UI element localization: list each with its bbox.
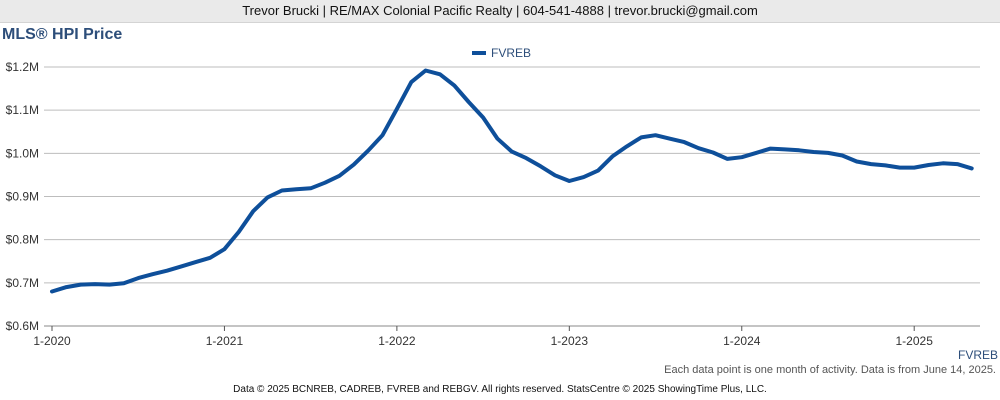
copyright-footer: Data © 2025 BCNREB, CADREB, FVREB and RE… xyxy=(233,384,767,395)
x-tick-label: 1-2021 xyxy=(206,334,244,348)
legend-label: FVREB xyxy=(491,46,532,60)
grid-lines xyxy=(44,66,980,327)
y-axis: $0.6M $0.7M $0.8M $0.9M $1.0M $1.1M $1.2M xyxy=(6,60,39,333)
x-tick-label: 1-2024 xyxy=(723,334,761,348)
series-end-label: FVREB xyxy=(957,348,998,362)
y-tick-label: $1.2M xyxy=(6,60,39,74)
data-note: Each data point is one month of activity… xyxy=(664,364,996,376)
y-tick-label: $0.9M xyxy=(6,190,39,204)
y-tick-label: $1.1M xyxy=(6,103,39,117)
y-tick-label: $0.6M xyxy=(6,319,39,333)
y-tick-label: $0.7M xyxy=(6,276,39,290)
chart-title: MLS® HPI Price xyxy=(2,26,123,43)
x-axis: 1-2020 1-2021 1-2022 1-2023 1-2024 1-2025 xyxy=(33,325,980,348)
y-tick-label: $0.8M xyxy=(6,233,39,247)
contact-bar: Trevor Brucki | RE/MAX Colonial Pacific … xyxy=(0,0,1000,23)
x-tick-label: 1-2022 xyxy=(378,334,416,348)
x-tick-label: 1-2023 xyxy=(551,334,589,348)
legend-swatch xyxy=(472,51,486,55)
x-tick-label: 1-2020 xyxy=(33,334,71,348)
x-tick-label: 1-2025 xyxy=(896,334,934,348)
y-tick-label: $1.0M xyxy=(6,146,39,160)
chart-legend: FVREB xyxy=(472,46,531,60)
series-line-fvreb xyxy=(50,68,974,294)
